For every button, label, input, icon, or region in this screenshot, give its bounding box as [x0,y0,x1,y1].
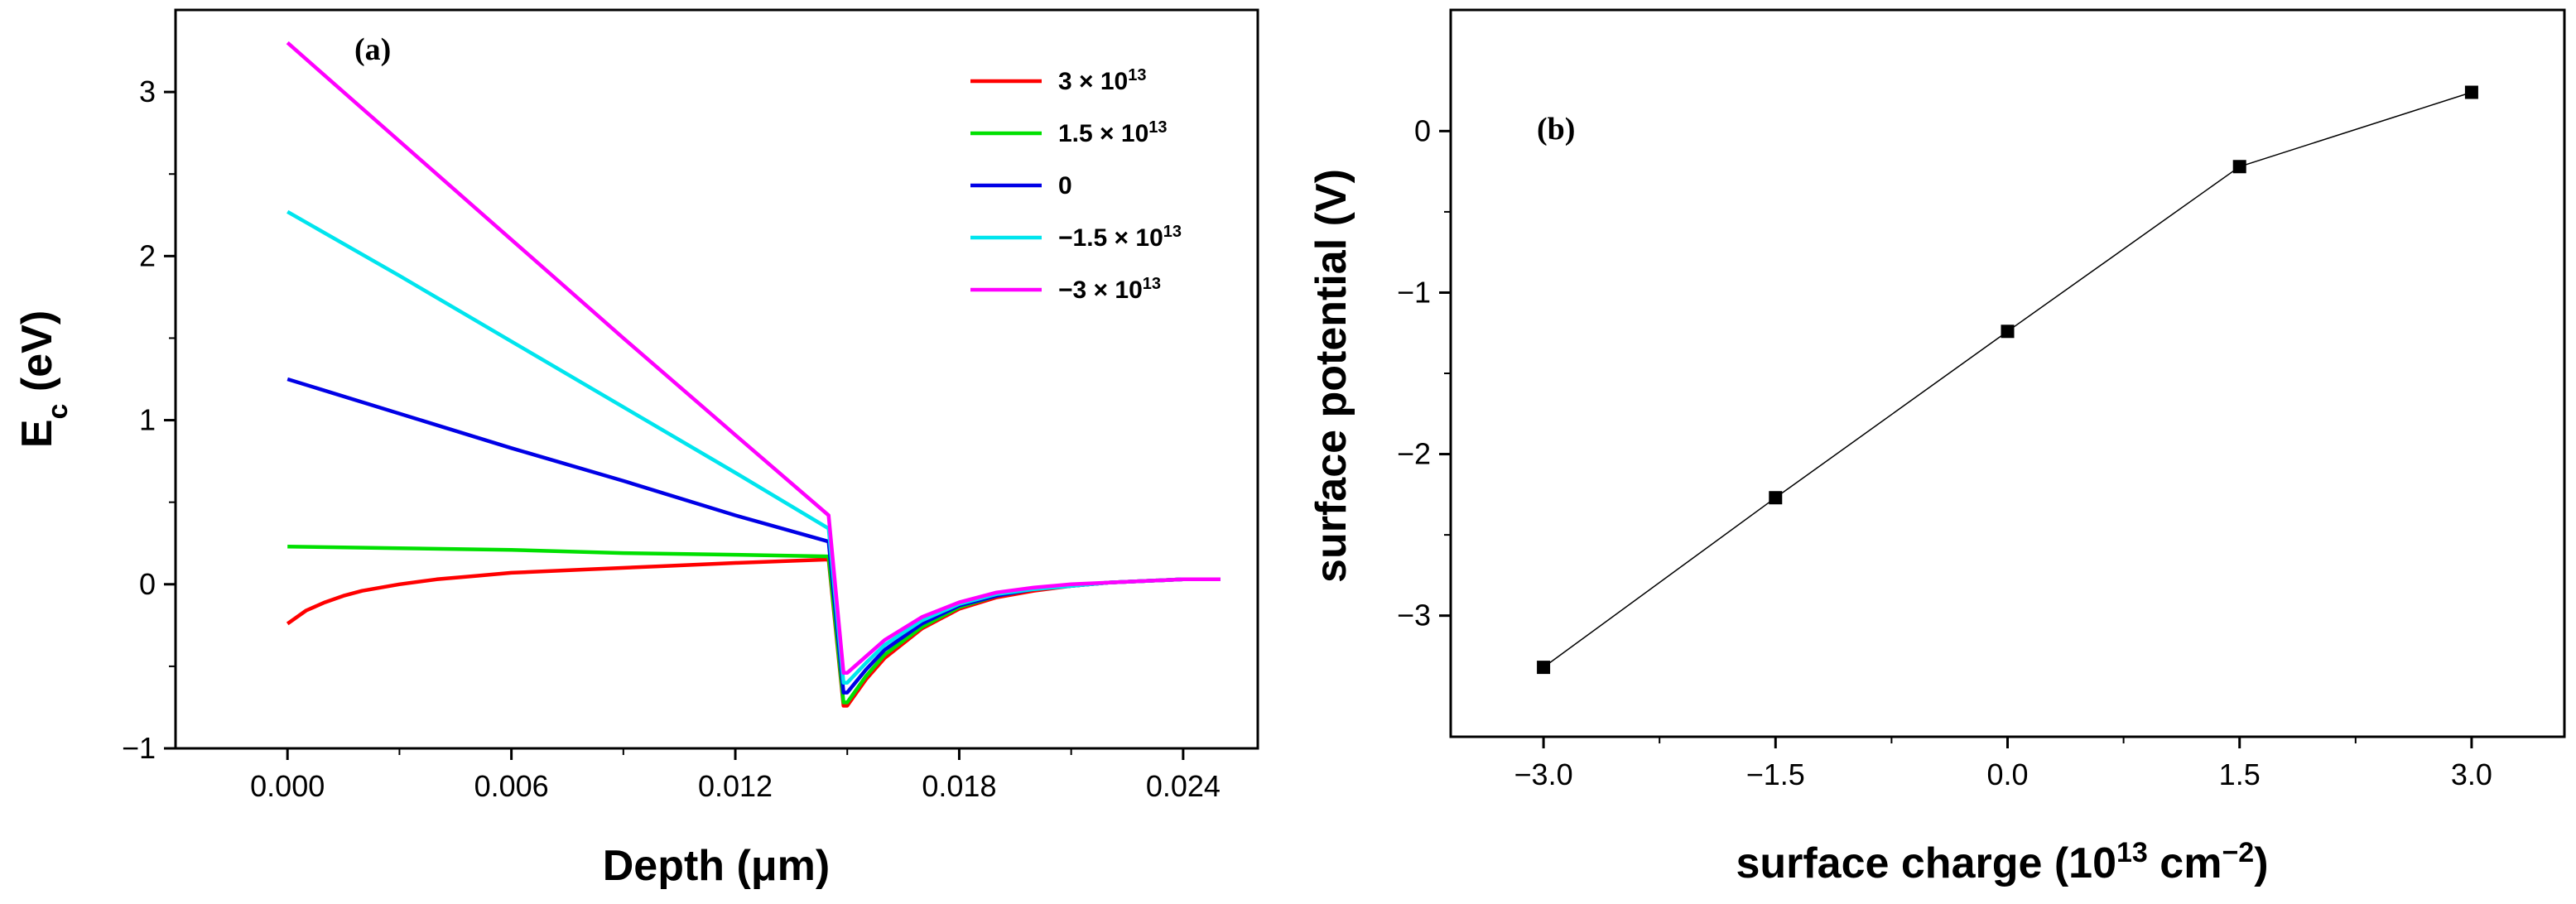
legend-label: −1.5 × 1013 [1058,223,1182,252]
x-tick-label: 0.000 [250,769,325,803]
y-tick-label: 3 [139,75,156,108]
x-tick-label: −1.5 [1746,757,1805,791]
legend-label: 1.5 × 1013 [1058,118,1168,147]
y-tick-label: 2 [139,238,156,272]
legend-label: 0 [1058,172,1072,200]
panel-a-marks: 0.000 0.006 0.012 0.018 0.024 −1 0 1 2 3 [122,41,1221,803]
panel-b-y-axis-title: surface potential (V) [1307,169,1355,583]
y-tick-label: 0 [139,567,156,601]
panel-a-y-axis-title: Ec (eV) [13,310,74,448]
y-tick-label: −1 [1397,275,1431,309]
x-tick-label: 3.0 [2451,757,2492,791]
x-tick-label: 0.012 [698,769,773,803]
y-tick-label: 1 [139,403,156,437]
y-tick-label: −1 [122,731,156,765]
x-tick-label: 0.018 [922,769,996,803]
panel-a-label: (a) [354,32,391,67]
series-line [286,557,1221,708]
series-line [286,41,1221,676]
panel-b: −3.0 −1.5 0.0 1.5 3.0 −3 −2 −1 0 (b) surface cha… [1307,8,2566,887]
x-tick-label: 0.024 [1146,769,1221,803]
panel-a-legend: 3 × 1013 1.5 × 1013 0 −1.5 × 1013 −3 × 1013 [970,66,1182,304]
panel-b-x-axis-title: surface charge (1013 cm−2) [1736,837,2268,887]
x-tick-label: 1.5 [2219,757,2261,791]
series-line [287,544,1221,704]
y-tick-label: −2 [1397,437,1431,471]
x-tick-label: 0.006 [474,769,549,803]
x-tick-label: −3.0 [1514,757,1573,791]
series-line [286,377,1221,695]
data-point [2464,85,2478,99]
panel-a: 0.000 0.006 0.012 0.018 0.024 −1 0 1 2 3 (a) 3 × … [13,8,1259,890]
panel-b-label: (b) [1537,112,1575,147]
panel-a-x-axis-title: Depth (μm) [603,842,830,890]
y-tick-label: −3 [1397,599,1431,632]
legend-label: 3 × 1013 [1058,66,1147,95]
x-tick-label: 0.0 [1986,757,2028,791]
legend-label: −3 × 1013 [1058,275,1161,304]
data-point [2232,160,2246,174]
data-point [2001,325,2015,339]
panel-a-plot-frame [174,8,1259,750]
data-point [1769,491,1783,505]
series-line [1543,91,2472,668]
panel-b-plot-frame [1449,8,2566,738]
y-tick-label: 0 [1414,113,1431,147]
data-point [1537,661,1551,675]
panel-b-marks: −3.0 −1.5 0.0 1.5 3.0 −3 −2 −1 0 [1397,85,2492,791]
